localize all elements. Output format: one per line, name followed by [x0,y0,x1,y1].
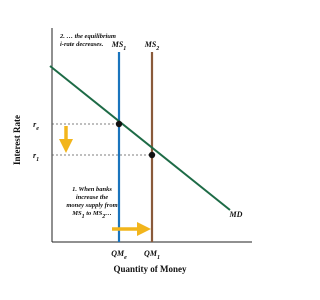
rate-label-part: e [36,126,39,132]
ms2-label-part: MS [144,40,157,49]
quantity-label-part: e [124,255,127,261]
quantity-label-part: QM [111,249,125,258]
md-label-part: MD [229,210,243,219]
money-market-diagram: Interest Rate Quantity of Money MS1 MS2MD… [12,28,252,274]
equilibrium-point [148,151,156,159]
annotation: MS1 to MS2… [71,210,112,220]
annotation-part: increase the [76,194,108,201]
rate-label-part: r [33,151,37,160]
annotation-part: MS [71,210,82,217]
x-axis-title: Quantity of Money [114,264,187,274]
annotation: 1. When banks [72,186,112,193]
annotation-part: … [105,210,112,217]
annotation-part: to MS [85,210,103,217]
rate-label: r1 [33,151,39,163]
ms1-label: MS1 [111,40,127,52]
equilibrium-point [115,120,123,128]
annotation: i-rate decreases. [60,41,104,48]
annotation-part: 2. … the equilibrium [59,33,116,40]
annotation-part: 1. When banks [72,186,112,193]
quantity-label: QMe [111,249,127,261]
md-curve [49,65,231,211]
quantity-label-part: QM [144,249,158,258]
ms1-label-part: MS [111,40,124,49]
quantity-label-part: 1 [157,255,160,261]
annotation-part: 2 [101,214,105,220]
md-label: MD [229,210,243,219]
rate-label-part: 1 [36,157,39,163]
quantity-label: QM1 [144,249,160,261]
ms1-label-part: 1 [123,46,126,52]
ms2-label: MS2 [144,40,160,52]
annotation-part: money supply from [66,202,117,209]
annotation: 2. … the equilibrium [59,33,116,40]
annotation: money supply from [66,202,117,209]
rate-label: re [33,120,39,132]
annotation: increase the [76,194,108,201]
y-axis-title: Interest Rate [12,115,22,165]
ms2-label-part: 2 [155,46,159,52]
rate-label-part: r [33,120,37,129]
annotation-part: i-rate decreases. [60,41,104,48]
annotation-part: 1 [82,214,85,220]
